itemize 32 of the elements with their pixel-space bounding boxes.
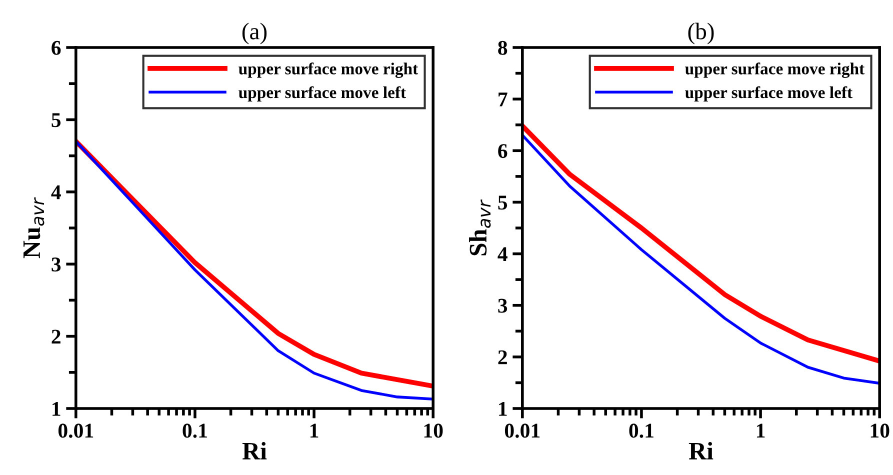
x-tick-label: 1	[310, 424, 318, 438]
chart-title: (b)	[688, 22, 714, 44]
y-tick-label: 7	[498, 92, 508, 106]
y-tick-label: 4	[498, 247, 508, 262]
x-axis-title: Ri	[242, 442, 267, 460]
y-tick-label: 3	[498, 298, 508, 313]
x-tick-label: 10	[424, 424, 443, 438]
x-tick-label: 0.1	[182, 424, 207, 438]
y-tick-label: 6	[498, 144, 508, 158]
y-tick-label: 1	[499, 402, 507, 416]
x-tick-label: 10	[870, 424, 890, 438]
x-axis-title: Ri	[688, 442, 714, 460]
legend-label: upper surface move right	[685, 62, 865, 78]
y-tick-label: 8	[498, 40, 508, 55]
y-tick-label: 3	[52, 258, 61, 272]
chart-title: (a)	[242, 22, 267, 44]
x-tick-label: 0.01	[504, 424, 540, 438]
y-tick-label: 4	[51, 185, 61, 200]
x-tick-label: 0.1	[629, 424, 654, 438]
y-axis-title: Sh$_{avr}$	[469, 199, 491, 256]
legend-label: upper surface move left	[685, 86, 852, 102]
y-tick-label: 2	[52, 330, 60, 344]
x-tick-label: 1	[757, 424, 765, 438]
y-tick-label: 6	[52, 40, 61, 55]
x-tick-label: 0.01	[58, 424, 94, 438]
y-tick-label: 2	[498, 350, 507, 364]
y-axis-title: Nu$_{avr}$	[24, 197, 44, 258]
y-tick-label: 1	[52, 402, 60, 416]
y-tick-label: 5	[52, 113, 61, 128]
legend-label: upper surface move right	[238, 62, 418, 78]
y-tick-label: 5	[498, 196, 508, 210]
legend-label: upper surface move left	[238, 86, 406, 102]
